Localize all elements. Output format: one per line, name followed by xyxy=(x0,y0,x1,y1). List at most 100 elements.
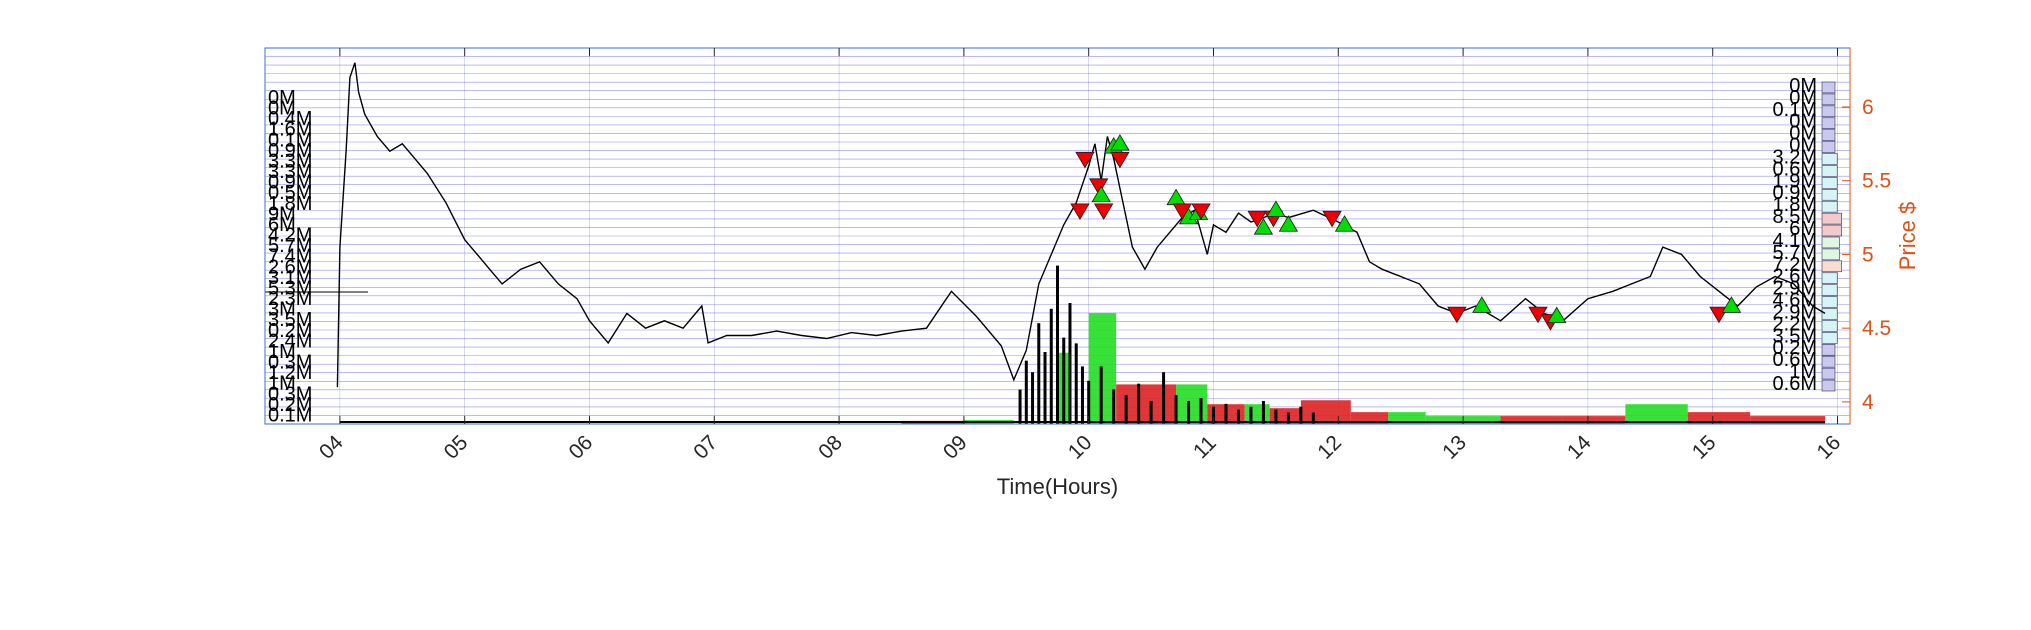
trade-markers xyxy=(1070,134,1742,331)
volume-spike xyxy=(1162,372,1166,424)
left-profile-label: 3.1M xyxy=(268,267,312,289)
left-profile-label: 0.3M xyxy=(268,352,312,374)
left-profile-label: 2.6M xyxy=(268,256,312,278)
right-profile-bar xyxy=(1821,248,1840,261)
y-tick-label: 6 xyxy=(1862,96,1874,119)
volume-spike xyxy=(1174,395,1178,424)
right-profile-bar xyxy=(1821,177,1838,189)
left-profile-label: 1.6M xyxy=(268,119,312,141)
right-profile-label: 4.6M xyxy=(1773,290,1817,312)
right-profile-label: 0.2M xyxy=(1773,337,1817,359)
right-profile-label: 5.7M xyxy=(1773,242,1817,264)
right-profile-bar xyxy=(1821,379,1836,392)
volume-block xyxy=(1625,404,1688,424)
sell-marker xyxy=(1093,203,1114,220)
volume-spike xyxy=(1286,412,1290,424)
volume-block xyxy=(1687,412,1751,424)
left-profile-label: 3M xyxy=(268,299,296,321)
right-profile-bar xyxy=(1821,153,1838,165)
volume-spike xyxy=(1018,389,1022,424)
right-profile-label: 0M xyxy=(1789,75,1817,97)
volume-spike xyxy=(1087,380,1091,424)
sell-marker xyxy=(1075,151,1095,169)
left-profile-label: 0.1M xyxy=(268,129,312,151)
sell-marker xyxy=(1110,151,1130,169)
volume-block xyxy=(1750,416,1826,424)
left-profile-label: 0.5M xyxy=(268,182,312,204)
right-profile-bar xyxy=(1821,260,1842,273)
right-profile-bar xyxy=(1821,296,1838,308)
left-profile-label: 4.2M xyxy=(268,225,312,247)
left-profile-label: 5.7M xyxy=(268,235,312,257)
right-profile-bar xyxy=(1821,236,1840,249)
left-profile-label: 0.1M xyxy=(268,404,312,426)
volume-spike xyxy=(1199,398,1203,424)
volume-spike xyxy=(1137,383,1141,424)
right-profile-bar xyxy=(1821,117,1836,129)
right-profile-label: 0.6M xyxy=(1773,158,1817,180)
right-volume-profile: 0M0M0.1M0M0M0M3.2M0.6M1.9M0.9M1.8M8.5M6M… xyxy=(1773,75,1842,395)
y-tick-label: 5 xyxy=(1862,243,1874,266)
sell-marker xyxy=(1191,203,1211,220)
right-profile-label: 0.6M xyxy=(1773,373,1817,395)
volume-spike xyxy=(1224,403,1228,424)
volume-spike xyxy=(1031,372,1035,424)
volume-spike xyxy=(1074,343,1078,424)
right-profile-label: 8.5M xyxy=(1773,206,1817,228)
y-tick-label: 4 xyxy=(1862,391,1874,414)
volume-spike xyxy=(1080,366,1084,424)
volume-spike xyxy=(1068,303,1072,424)
right-profile-bar xyxy=(1821,189,1838,201)
volume-spike xyxy=(1124,395,1128,424)
left-profile-label: 0M xyxy=(268,87,296,109)
volume-spike xyxy=(1249,406,1253,424)
right-profile-bar xyxy=(1821,81,1836,94)
right-profile-label: 1M xyxy=(1789,361,1817,383)
volume-spike xyxy=(1112,389,1116,424)
y-axis-label: Price $ xyxy=(1895,202,1920,270)
sell-marker xyxy=(1247,210,1267,228)
left-profile-label: 3.3M xyxy=(268,161,312,183)
right-profile-label: 2.6M xyxy=(1773,266,1817,288)
volume-spike xyxy=(1274,409,1278,424)
right-profile-bar xyxy=(1821,332,1838,344)
volume-spike xyxy=(1049,308,1053,424)
left-profile-label: 7.4M xyxy=(268,246,312,268)
left-profile-label: 3.5M xyxy=(268,309,312,331)
right-profile-label: 0.6M xyxy=(1773,349,1817,371)
volume-spike xyxy=(1236,409,1240,424)
left-profile-label: 0.2M xyxy=(268,394,312,416)
right-profile-bar xyxy=(1821,344,1836,356)
right-profile-label: 2.9M xyxy=(1773,301,1817,323)
right-profile-bar xyxy=(1821,165,1838,177)
left-profile-label: 1.8M xyxy=(268,193,312,215)
volume-spike xyxy=(1056,265,1059,424)
buy-marker xyxy=(1253,218,1274,235)
sell-marker xyxy=(1322,210,1342,228)
right-profile-label: 7.2M xyxy=(1773,254,1817,276)
buy-marker xyxy=(1266,200,1286,217)
right-profile-bar xyxy=(1821,105,1836,118)
volume-spike xyxy=(1187,400,1191,424)
buy-marker xyxy=(1278,215,1299,232)
buy-marker xyxy=(1110,134,1130,151)
right-profile-bar xyxy=(1821,308,1838,320)
sell-marker xyxy=(1070,203,1090,220)
right-profile-label: 6M xyxy=(1789,218,1817,240)
left-profile-label: 9M xyxy=(268,203,296,225)
left-profile-label: 0.9M xyxy=(268,172,312,194)
right-profile-label: 0M xyxy=(1789,111,1817,133)
right-profile-label: 2.9M xyxy=(1773,278,1817,300)
left-profile-label: 5.3M xyxy=(268,277,312,299)
left-profile-label: 0M xyxy=(268,98,296,120)
left-profile-label: 0.4M xyxy=(268,108,312,130)
buy-marker xyxy=(1472,296,1492,313)
buy-marker xyxy=(1721,296,1742,313)
right-profile-label: 2.2M xyxy=(1773,313,1817,335)
buy-marker xyxy=(1547,306,1567,324)
volume-spike xyxy=(1149,400,1153,424)
volume-spike xyxy=(1212,406,1216,424)
right-profile-bar xyxy=(1821,129,1836,141)
